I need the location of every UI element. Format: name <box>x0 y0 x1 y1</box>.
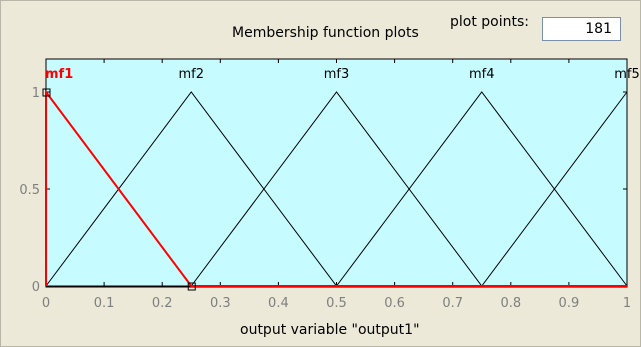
x-tick-label: 0.6 <box>384 296 405 311</box>
mf-label-mf3[interactable]: mf3 <box>324 67 350 82</box>
plot-title: Membership function plots <box>232 25 419 41</box>
mf-label-mf5[interactable]: mf5 <box>614 67 640 82</box>
plot-points-input[interactable] <box>542 17 621 41</box>
x-tick-label: 0.7 <box>442 296 463 311</box>
x-tick-label: 0.1 <box>94 296 115 311</box>
mf-vertex-handle[interactable] <box>187 282 196 291</box>
y-tick-label: 1 <box>32 86 40 101</box>
x-tick-label: 0.5 <box>326 296 347 311</box>
y-tick-label: 0 <box>32 280 40 295</box>
x-tick-label: 0 <box>42 296 50 311</box>
x-tick-label: 0.4 <box>268 296 289 311</box>
plot-area <box>46 59 627 287</box>
x-axis-label: output variable "output1" <box>240 322 420 338</box>
x-tick-label: 0.8 <box>500 296 521 311</box>
mf-label-mf2[interactable]: mf2 <box>178 67 204 82</box>
mf-label-mf4[interactable]: mf4 <box>469 67 495 82</box>
x-tick-label: 0.3 <box>210 296 231 311</box>
x-tick-label: 0.2 <box>152 296 173 311</box>
x-tick-label: 1 <box>623 296 631 311</box>
x-tick-label: 0.9 <box>559 296 580 311</box>
y-tick-label: 0.5 <box>19 183 40 198</box>
mf-curve-mf1[interactable] <box>45 88 627 287</box>
plot-points-label: plot points: <box>450 14 529 30</box>
mf-label-mf1[interactable]: mf1 <box>45 67 73 82</box>
mf-vertex-handle[interactable] <box>42 88 51 97</box>
